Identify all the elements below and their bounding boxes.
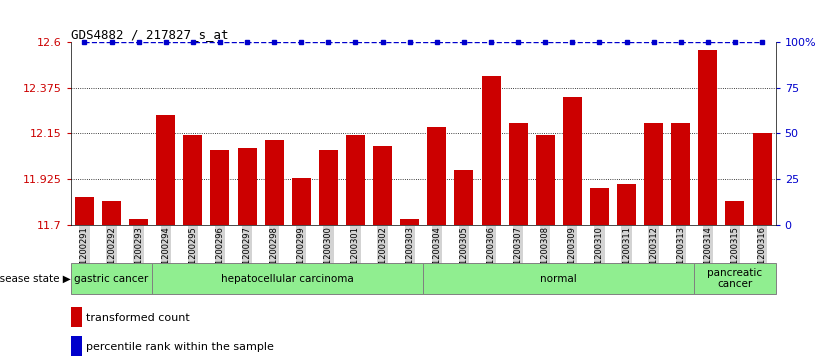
Bar (346, 135, 365, 225)
Bar (152, 263, 424, 294)
Text: GDS4882 / 217827_s_at: GDS4882 / 217827_s_at (71, 28, 229, 41)
Bar (373, 146, 392, 225)
Bar (617, 184, 636, 225)
Bar (694, 263, 776, 294)
Bar (319, 150, 338, 225)
Bar (509, 123, 528, 225)
Bar (264, 139, 284, 225)
Bar (238, 148, 257, 225)
Bar (644, 123, 663, 225)
Text: transformed count: transformed count (87, 313, 190, 323)
Bar (535, 135, 555, 225)
Text: normal: normal (540, 274, 577, 284)
Bar (129, 219, 148, 225)
Bar (71, 307, 83, 327)
Bar (183, 135, 203, 225)
Text: percentile rank within the sample: percentile rank within the sample (87, 342, 274, 352)
Text: gastric cancer: gastric cancer (74, 274, 148, 284)
Text: hepatocellular carcinoma: hepatocellular carcinoma (221, 274, 354, 284)
Bar (71, 263, 152, 294)
Text: disease state ▶: disease state ▶ (0, 274, 71, 284)
Bar (427, 127, 446, 225)
Bar (671, 123, 691, 225)
Bar (698, 50, 717, 225)
Text: pancreatic
cancer: pancreatic cancer (707, 268, 762, 289)
Bar (726, 201, 745, 225)
Bar (210, 150, 229, 225)
Bar (424, 263, 694, 294)
Bar (481, 76, 500, 225)
Bar (75, 196, 94, 225)
Bar (156, 115, 175, 225)
Bar (292, 178, 311, 225)
Bar (590, 188, 609, 225)
Bar (102, 201, 121, 225)
Bar (455, 170, 474, 225)
Bar (71, 336, 83, 356)
Bar (400, 219, 420, 225)
Bar (752, 133, 771, 225)
Bar (563, 97, 582, 225)
